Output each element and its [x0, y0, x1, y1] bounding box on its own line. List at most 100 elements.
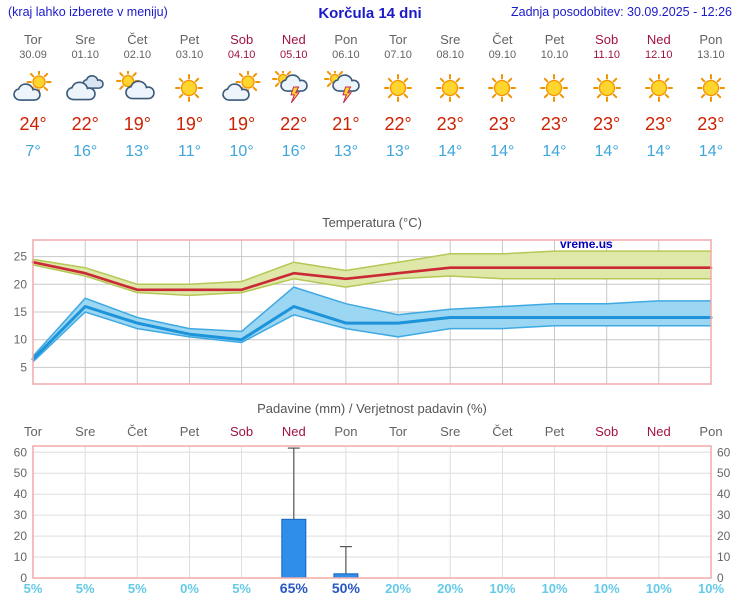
day-date: 13.10 [697, 49, 725, 61]
svg-text:40: 40 [14, 487, 28, 501]
svg-text:Pon: Pon [699, 424, 722, 439]
max-temperature: 19° [123, 114, 151, 134]
day-name: Sre [440, 32, 461, 47]
weather-icon-partly-cloudy [7, 71, 59, 105]
svg-text:10%: 10% [541, 581, 567, 596]
day-name: Tor [24, 32, 43, 47]
svg-text:Tor: Tor [24, 424, 43, 439]
svg-text:5%: 5% [24, 581, 43, 596]
svg-text:Temperatura (°C): Temperatura (°C) [322, 215, 422, 230]
day-name: Ned [646, 32, 671, 47]
temperature-chart: Temperatura (°C) 5 10 15 20 25 vreme.us [14, 215, 713, 385]
min-temperature: 14° [490, 143, 515, 160]
day-date: 05.10 [280, 49, 308, 61]
svg-text:Čet: Čet [492, 424, 513, 439]
svg-text:15: 15 [14, 305, 28, 319]
days-row: Tor 30.09 24° 7° Sre 01.10 22° 16° Čet 0… [0, 26, 740, 212]
svg-text:20: 20 [14, 277, 28, 291]
svg-text:0: 0 [20, 571, 27, 585]
svg-text:Sre: Sre [440, 424, 460, 439]
day-name: Pet [179, 32, 200, 47]
day-column: Čet 09.10 23° 14° [476, 26, 528, 212]
max-temperature: 22° [71, 114, 99, 134]
min-temperature: 14° [698, 143, 723, 160]
min-temperature: 14° [594, 143, 619, 160]
day-date: 12.10 [644, 49, 673, 61]
day-name: Sre [75, 32, 96, 47]
svg-text:50%: 50% [332, 580, 361, 596]
day-name: Pet [544, 32, 565, 47]
topbar: (kraj lahko izberete v meniju) Korčula 1… [0, 0, 740, 26]
svg-text:Pet: Pet [545, 424, 565, 439]
svg-text:Sob: Sob [595, 424, 618, 439]
svg-text:5%: 5% [232, 581, 251, 596]
max-temperature: 23° [436, 114, 464, 134]
svg-text:60: 60 [717, 445, 731, 459]
last-update-text: Zadnja posodobitev: 30.09.2025 - 12:26 [510, 5, 732, 19]
day-column: Pet 10.10 23° 14° [528, 26, 580, 212]
day-date: 10.10 [540, 49, 569, 61]
day-column: Tor 07.10 22° 13° [372, 26, 424, 212]
weather-icon-sunny [476, 71, 528, 105]
day-date: 08.10 [436, 49, 464, 61]
svg-text:Ned: Ned [647, 424, 671, 439]
day-date: 11.10 [593, 49, 620, 61]
max-temperature: 19° [228, 114, 256, 134]
day-name: Čet [127, 32, 148, 47]
weather-icon-sunny [163, 71, 215, 105]
day-date: 01.10 [71, 49, 99, 61]
svg-text:0: 0 [717, 571, 724, 585]
svg-text:50: 50 [14, 466, 28, 480]
max-temperature: 21° [332, 114, 360, 134]
max-temperature: 19° [175, 114, 204, 134]
weather-icon-thunderstorm [320, 71, 372, 105]
max-temperature: 23° [593, 114, 621, 134]
day-column: Sre 01.10 22° 16° [59, 26, 111, 212]
day-name: Pon [699, 32, 723, 47]
min-temperature: 16° [73, 143, 98, 160]
weather-icon-sunny [372, 71, 424, 105]
min-temperature: 13° [385, 143, 411, 160]
day-name: Čet [492, 32, 513, 47]
day-name: Sob [595, 32, 619, 47]
svg-text:5%: 5% [128, 581, 147, 596]
day-date: 03.10 [175, 49, 204, 61]
min-temperature: 11° [177, 143, 201, 160]
min-temperature: 10° [229, 143, 254, 160]
svg-text:10: 10 [717, 550, 731, 564]
min-temperature: 14° [438, 143, 463, 160]
svg-text:Pon: Pon [334, 424, 357, 439]
day-name: Tor [389, 32, 408, 47]
day-date: 04.10 [227, 49, 256, 61]
weather-icon-sunny [581, 71, 633, 105]
svg-text:Pet: Pet [180, 424, 200, 439]
weather-icon-thunderstorm [268, 71, 320, 105]
day-date: 06.10 [332, 49, 360, 61]
weather-icon-sunny [528, 71, 580, 105]
svg-text:Padavine (mm) / Verjetnost pad: Padavine (mm) / Verjetnost padavin (%) [257, 401, 487, 416]
svg-text:20%: 20% [437, 581, 463, 596]
day-column: Pon 13.10 23° 14° [685, 26, 737, 212]
day-column: Ned 05.10 22° 16° [268, 26, 320, 212]
day-column: Sob 11.10 23° 14° [581, 26, 633, 212]
min-temperature: 13° [333, 143, 359, 160]
precipitation-chart: Padavine (mm) / Verjetnost padavin (%) To… [14, 401, 731, 596]
max-temperature: 22° [384, 114, 412, 134]
min-temperature: 16° [281, 143, 306, 160]
svg-text:25: 25 [14, 250, 28, 264]
max-temperature: 22° [280, 114, 308, 134]
page-title: Korčula 14 dni [318, 5, 422, 22]
weather-icon-sunny [424, 71, 476, 105]
max-temperature: 23° [540, 114, 569, 134]
day-column: Ned 12.10 23° 14° [633, 26, 685, 212]
svg-text:Sre: Sre [75, 424, 95, 439]
weather-icon-cloudy [59, 71, 111, 105]
weather-icon-sunny [633, 71, 685, 105]
svg-text:Ned: Ned [282, 424, 306, 439]
svg-text:10%: 10% [646, 581, 672, 596]
day-name: Pon [334, 32, 358, 47]
day-date: 30.09 [19, 49, 47, 61]
max-temperature: 23° [697, 114, 725, 134]
min-temperature: 13° [125, 143, 150, 160]
svg-text:50: 50 [717, 466, 731, 480]
